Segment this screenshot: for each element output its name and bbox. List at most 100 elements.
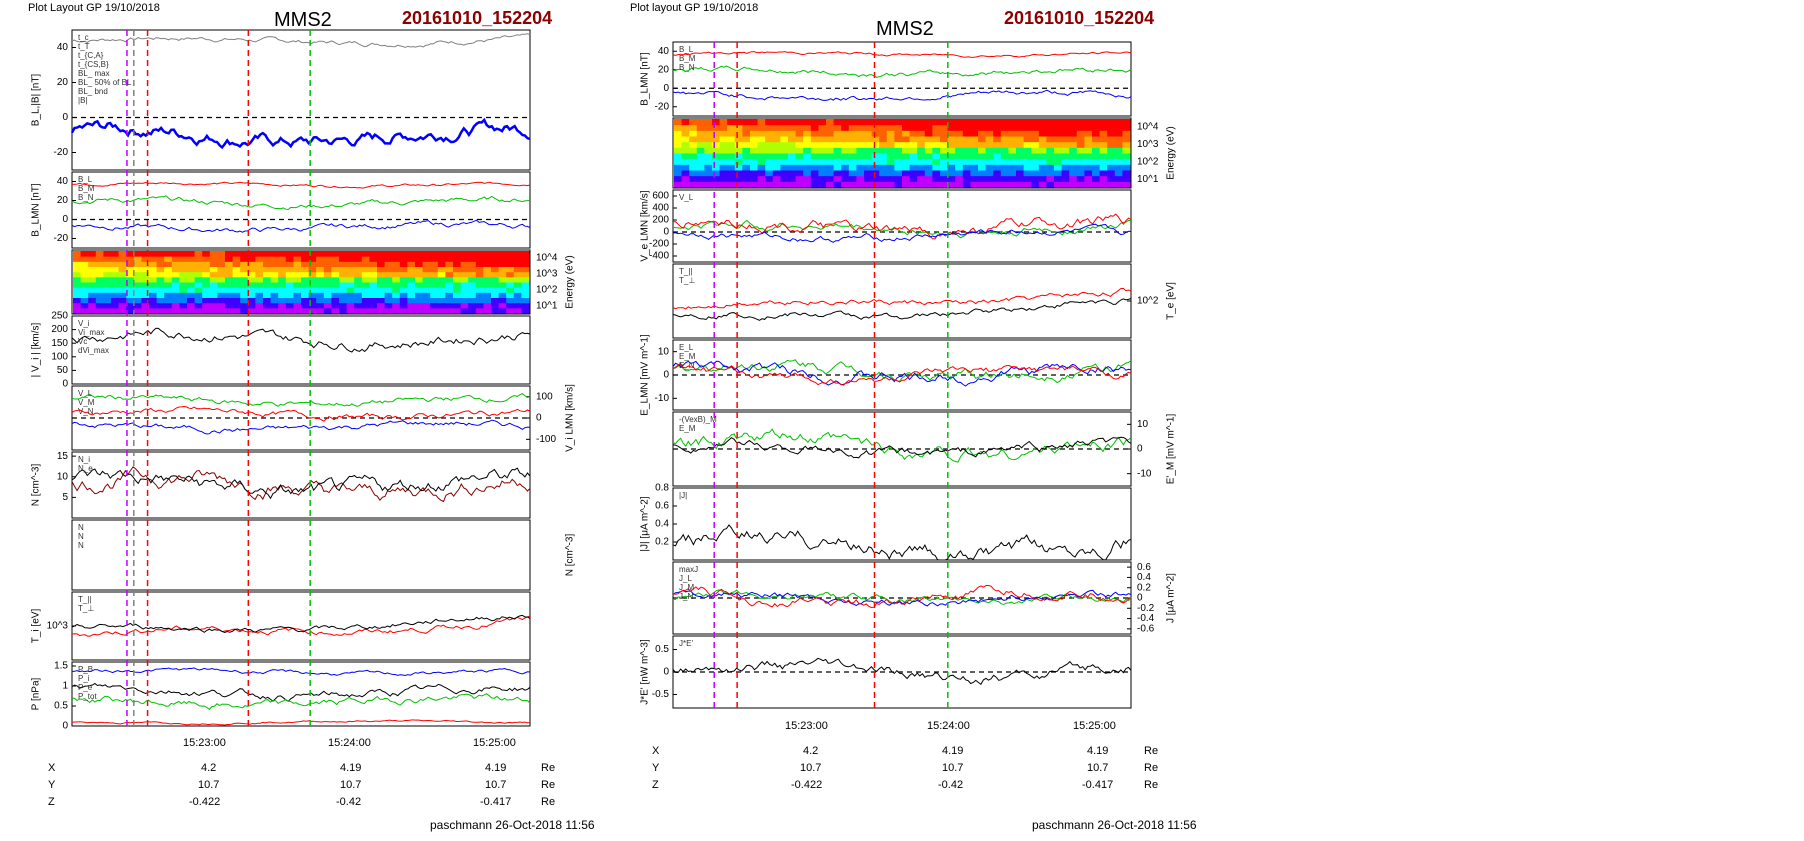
heatmap-cell-L3 bbox=[232, 276, 241, 283]
heatmap-cell-R2 bbox=[704, 181, 713, 188]
heatmap-cell-R2 bbox=[681, 130, 690, 137]
heatmap-cell-R2 bbox=[940, 181, 949, 188]
heatmap-cell-L3 bbox=[361, 307, 370, 314]
heatmap-cell-L3 bbox=[118, 276, 127, 283]
heatmap-cell-R2 bbox=[1099, 119, 1108, 126]
heatmap-cell-R2 bbox=[1008, 181, 1017, 188]
heatmap-cell-R2 bbox=[742, 119, 751, 126]
heatmap-cell-R2 bbox=[780, 136, 789, 143]
heatmap-cell-L3 bbox=[171, 256, 180, 262]
heatmap-cell-R2 bbox=[909, 181, 918, 188]
heatmap-cell-R2 bbox=[932, 124, 941, 131]
heatmap-cell-R2 bbox=[970, 119, 979, 126]
heatmap-cell-L3 bbox=[80, 256, 89, 262]
heatmap-cell-R2 bbox=[924, 175, 933, 182]
heatmap-cell-L3 bbox=[202, 266, 211, 273]
heatmap-cell-R2 bbox=[719, 119, 728, 126]
heatmap-cell-R2 bbox=[750, 119, 759, 126]
heatmap-cell-L3 bbox=[316, 292, 325, 298]
heatmap-cell-L3 bbox=[278, 292, 287, 298]
heatmap-cell-L3 bbox=[369, 297, 378, 304]
heatmap-cell-L3 bbox=[513, 287, 522, 293]
heatmap-cell-R2 bbox=[826, 130, 835, 137]
heatmap-cell-R2 bbox=[1122, 147, 1131, 154]
ytick-R5-1: 0 bbox=[663, 370, 669, 381]
ylabel-R5: E_LMN [mV m^-1] bbox=[640, 334, 651, 416]
heatmap-cell-R2 bbox=[1038, 136, 1047, 143]
heatmap-cell-L3 bbox=[491, 251, 500, 257]
heatmap-cell-L3 bbox=[445, 287, 454, 293]
heatmap-cell-L3 bbox=[377, 251, 386, 257]
heatmap-cell-R2 bbox=[1008, 136, 1017, 143]
heatmap-cell-L3 bbox=[392, 307, 401, 314]
heatmap-cell-L3 bbox=[430, 302, 439, 309]
heatmap-cell-R2 bbox=[1000, 141, 1009, 148]
heatmap-cell-L3 bbox=[156, 271, 165, 278]
heatmap-cell-R2 bbox=[962, 136, 971, 143]
heatmap-cell-R2 bbox=[1061, 170, 1070, 177]
series-line-L4-0 bbox=[71, 327, 531, 353]
heatmap-cell-L3 bbox=[453, 292, 462, 298]
right-ephem-y-3: 10.7 bbox=[1087, 762, 1109, 774]
heatmap-cell-R2 bbox=[696, 136, 705, 143]
heatmap-cell-R2 bbox=[795, 119, 804, 126]
heatmap-cell-L3 bbox=[460, 287, 469, 293]
heatmap-cell-L3 bbox=[415, 302, 424, 309]
heatmap-cell-R2 bbox=[727, 141, 736, 148]
ytick-L5-2: -100 bbox=[536, 434, 556, 445]
ytick-R3-2: 0 bbox=[663, 227, 669, 238]
series-line-L2-2 bbox=[71, 219, 531, 233]
heatmap-cell-L3 bbox=[468, 297, 477, 304]
heatmap-cell-L3 bbox=[399, 271, 408, 278]
heatmap-cell-R2 bbox=[909, 158, 918, 165]
heatmap-cell-L3 bbox=[171, 271, 180, 278]
heatmap-cell-R2 bbox=[1038, 164, 1047, 171]
heatmap-cell-L3 bbox=[73, 251, 82, 257]
heatmap-cell-L3 bbox=[88, 287, 97, 293]
heatmap-cell-L3 bbox=[293, 256, 302, 262]
series-line-R4-1 bbox=[672, 298, 1132, 321]
heatmap-cell-L3 bbox=[513, 261, 522, 267]
series-line-R9-0 bbox=[672, 657, 1132, 686]
series-line-L2-0 bbox=[71, 181, 531, 189]
heatmap-cell-R2 bbox=[1069, 147, 1078, 154]
heatmap-cell-L3 bbox=[179, 302, 188, 309]
heatmap-cell-L3 bbox=[270, 287, 279, 293]
heatmap-cell-L3 bbox=[437, 266, 446, 273]
heatmap-cell-R2 bbox=[917, 130, 926, 137]
heatmap-cell-R2 bbox=[742, 170, 751, 177]
heatmap-cell-L3 bbox=[361, 297, 370, 304]
legend-L6-1: N_e bbox=[78, 464, 93, 473]
heatmap-cell-R2 bbox=[788, 181, 797, 188]
heatmap-cell-R2 bbox=[750, 141, 759, 148]
heatmap-cell-L3 bbox=[232, 261, 241, 267]
heatmap-cell-L3 bbox=[521, 302, 530, 309]
heatmap-cell-R2 bbox=[1114, 124, 1123, 131]
heatmap-cell-R2 bbox=[803, 119, 812, 126]
legend-R1-0: B_L bbox=[679, 45, 694, 54]
ytick-R2-0: 10^4 bbox=[1137, 121, 1159, 132]
heatmap-cell-L3 bbox=[369, 276, 378, 283]
heatmap-cell-L3 bbox=[179, 261, 188, 267]
heatmap-cell-L3 bbox=[369, 302, 378, 309]
heatmap-cell-R2 bbox=[795, 164, 804, 171]
heatmap-cell-L3 bbox=[247, 302, 256, 309]
heatmap-cell-R2 bbox=[765, 136, 774, 143]
heatmap-cell-L3 bbox=[483, 307, 492, 314]
heatmap-cell-R2 bbox=[1016, 147, 1025, 154]
heatmap-cell-L3 bbox=[285, 302, 294, 309]
heatmap-cell-L3 bbox=[339, 261, 348, 267]
heatmap-cell-L3 bbox=[475, 292, 484, 298]
heatmap-cell-R2 bbox=[712, 136, 721, 143]
heatmap-cell-R2 bbox=[1069, 164, 1078, 171]
heatmap-cell-R2 bbox=[757, 164, 766, 171]
heatmap-cell-R2 bbox=[1099, 175, 1108, 182]
heatmap-cell-L3 bbox=[301, 292, 310, 298]
heatmap-cell-L3 bbox=[133, 276, 142, 283]
heatmap-cell-R2 bbox=[1092, 164, 1101, 171]
ytick-L6-0: 5 bbox=[62, 492, 68, 503]
heatmap-cell-R2 bbox=[1031, 119, 1040, 126]
heatmap-cell-R2 bbox=[750, 175, 759, 182]
heatmap-cell-R2 bbox=[795, 158, 804, 165]
heatmap-cell-L3 bbox=[103, 302, 112, 309]
